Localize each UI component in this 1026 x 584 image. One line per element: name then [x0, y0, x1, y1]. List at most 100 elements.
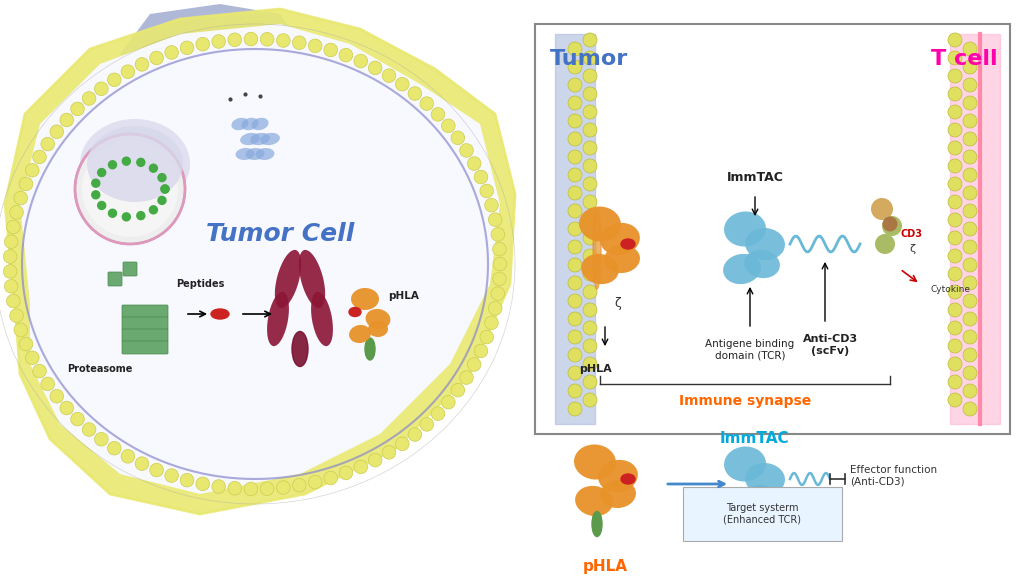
Circle shape: [494, 257, 507, 271]
Circle shape: [948, 393, 962, 407]
Circle shape: [963, 42, 977, 56]
Polygon shape: [120, 4, 300, 84]
Ellipse shape: [267, 292, 289, 346]
Circle shape: [340, 48, 353, 62]
FancyBboxPatch shape: [122, 329, 168, 342]
FancyBboxPatch shape: [122, 341, 168, 354]
Circle shape: [122, 213, 130, 221]
Circle shape: [568, 60, 582, 74]
Circle shape: [292, 478, 306, 492]
Circle shape: [963, 402, 977, 416]
Circle shape: [94, 82, 108, 96]
Circle shape: [395, 437, 409, 451]
Circle shape: [368, 453, 382, 467]
Circle shape: [431, 407, 445, 420]
Circle shape: [451, 131, 465, 145]
Circle shape: [82, 423, 95, 436]
Ellipse shape: [368, 321, 388, 337]
Circle shape: [583, 195, 597, 209]
Circle shape: [948, 321, 962, 335]
Ellipse shape: [311, 292, 333, 346]
Circle shape: [568, 330, 582, 344]
Circle shape: [963, 348, 977, 362]
Circle shape: [492, 242, 506, 256]
Circle shape: [468, 157, 481, 171]
Circle shape: [368, 61, 382, 75]
Circle shape: [75, 134, 185, 244]
Circle shape: [181, 41, 194, 55]
Circle shape: [181, 474, 194, 487]
Circle shape: [6, 220, 21, 234]
Circle shape: [568, 276, 582, 290]
Circle shape: [228, 33, 241, 47]
Circle shape: [948, 69, 962, 83]
Ellipse shape: [211, 309, 229, 319]
Circle shape: [354, 54, 367, 68]
Circle shape: [480, 184, 494, 198]
Circle shape: [33, 150, 46, 164]
Ellipse shape: [875, 234, 895, 254]
Circle shape: [484, 316, 499, 329]
Circle shape: [276, 481, 290, 494]
Circle shape: [963, 222, 977, 236]
Circle shape: [121, 65, 134, 78]
Circle shape: [91, 191, 100, 199]
Circle shape: [150, 164, 157, 172]
Circle shape: [408, 86, 422, 100]
Circle shape: [109, 209, 117, 217]
Circle shape: [583, 303, 597, 317]
Ellipse shape: [236, 148, 254, 160]
Circle shape: [474, 171, 487, 184]
Circle shape: [19, 337, 33, 351]
Ellipse shape: [349, 308, 361, 317]
Circle shape: [228, 481, 241, 495]
Circle shape: [165, 46, 179, 59]
Circle shape: [474, 344, 487, 358]
Circle shape: [963, 366, 977, 380]
Text: pHLA: pHLA: [388, 291, 419, 301]
Ellipse shape: [882, 216, 902, 236]
Ellipse shape: [255, 148, 275, 160]
Ellipse shape: [574, 444, 616, 479]
Ellipse shape: [240, 133, 260, 145]
Circle shape: [963, 96, 977, 110]
Text: ImmTAC: ImmTAC: [720, 431, 790, 446]
Circle shape: [161, 185, 169, 193]
FancyBboxPatch shape: [123, 262, 137, 276]
Circle shape: [41, 137, 54, 151]
Circle shape: [150, 463, 163, 477]
Circle shape: [963, 240, 977, 254]
Circle shape: [963, 330, 977, 344]
Circle shape: [583, 339, 597, 353]
Circle shape: [122, 157, 130, 165]
Circle shape: [3, 250, 17, 263]
Ellipse shape: [349, 325, 371, 343]
Circle shape: [324, 43, 338, 57]
Circle shape: [583, 33, 597, 47]
Circle shape: [568, 114, 582, 128]
Ellipse shape: [598, 460, 638, 492]
Circle shape: [109, 161, 117, 169]
Text: ImmTAC: ImmTAC: [726, 171, 784, 184]
Circle shape: [33, 364, 46, 378]
Circle shape: [212, 479, 226, 493]
Circle shape: [583, 177, 597, 191]
Ellipse shape: [871, 198, 893, 220]
Circle shape: [383, 69, 396, 82]
Circle shape: [94, 432, 108, 446]
Ellipse shape: [365, 338, 374, 360]
Ellipse shape: [604, 245, 640, 273]
Circle shape: [82, 141, 177, 237]
Circle shape: [583, 375, 597, 389]
Ellipse shape: [724, 211, 766, 246]
Circle shape: [948, 123, 962, 137]
Circle shape: [568, 384, 582, 398]
Circle shape: [82, 92, 95, 105]
Text: Effector function
(Anti-CD3): Effector function (Anti-CD3): [850, 465, 937, 487]
Circle shape: [408, 427, 422, 442]
Ellipse shape: [745, 463, 785, 495]
Circle shape: [26, 164, 39, 177]
Circle shape: [583, 141, 597, 155]
Circle shape: [583, 213, 597, 227]
Circle shape: [568, 204, 582, 218]
